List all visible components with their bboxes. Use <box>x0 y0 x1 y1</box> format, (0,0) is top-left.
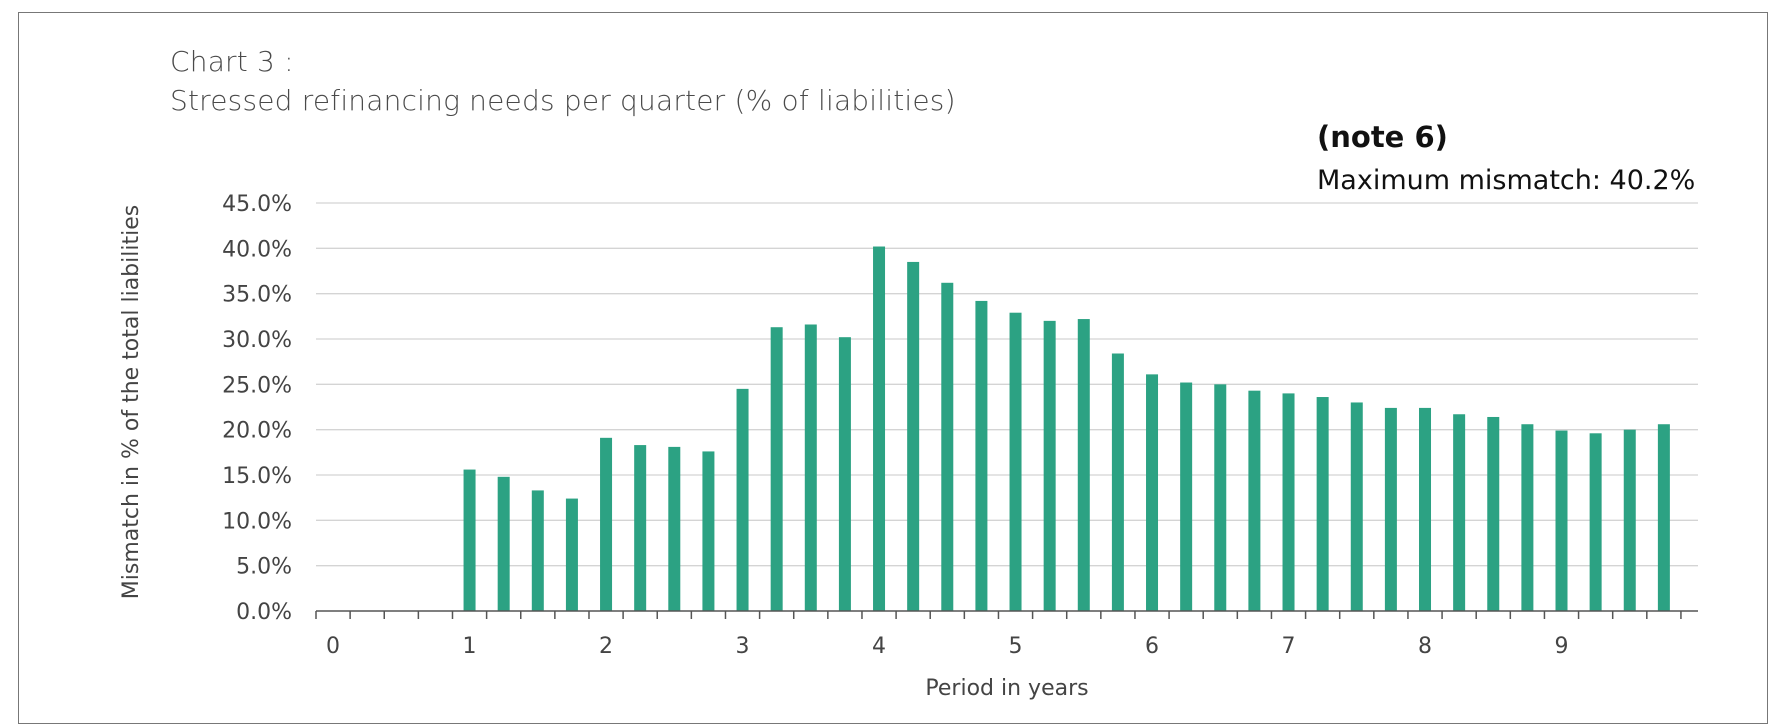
bar <box>1146 374 1159 611</box>
bar <box>1214 384 1227 611</box>
x-tick-label: 6 <box>1145 634 1159 659</box>
bar <box>1043 320 1056 611</box>
x-tick-label: 2 <box>599 634 613 659</box>
y-tick-label: 30.0% <box>222 328 292 353</box>
y-tick-label: 20.0% <box>222 419 292 444</box>
x-tick-label: 4 <box>872 634 886 659</box>
y-tick-label: 40.0% <box>222 237 292 262</box>
x-tick-label: 7 <box>1282 634 1296 659</box>
bar <box>1077 319 1090 611</box>
bar <box>668 446 681 611</box>
bar <box>1453 414 1466 611</box>
x-tick-label: 9 <box>1555 634 1569 659</box>
bar <box>1350 402 1363 611</box>
chart-title-number: Chart 3 : <box>170 45 294 78</box>
x-axis-ticks: 0 1 2 3 4 5 6 7 8 9 <box>326 634 1568 659</box>
bar <box>1555 430 1568 611</box>
x-tick-label: 8 <box>1418 634 1432 659</box>
bar <box>1316 397 1329 611</box>
bar <box>463 469 476 611</box>
bar <box>1384 407 1397 611</box>
bar <box>770 327 783 611</box>
bar <box>531 490 544 611</box>
chart-frame <box>18 12 1768 724</box>
bar <box>1589 433 1602 611</box>
gridlines <box>316 202 1698 567</box>
y-axis-ticks: 0.0% 5.0% 10.0% 15.0% 20.0% 25.0% 30.0% 35.0% 40… <box>222 192 292 625</box>
bar <box>1009 312 1022 611</box>
y-tick-label: 0.0% <box>236 600 292 625</box>
x-tick-label: 3 <box>736 634 750 659</box>
y-tick-label: 15.0% <box>222 464 292 489</box>
bar <box>941 282 954 611</box>
bar <box>873 246 886 611</box>
y-tick-label: 10.0% <box>222 509 292 534</box>
x-axis-label: Period in years <box>925 676 1088 701</box>
bar <box>1521 424 1534 611</box>
bar <box>1180 382 1193 611</box>
bar <box>736 388 749 611</box>
bar <box>565 498 578 611</box>
bar <box>1111 353 1124 611</box>
bar <box>702 451 715 611</box>
y-tick-label: 5.0% <box>236 555 292 580</box>
max-mismatch-annotation: Maximum mismatch: 40.2% <box>1317 165 1696 196</box>
bar <box>907 261 920 611</box>
bar <box>975 300 988 611</box>
bar <box>634 445 647 611</box>
y-tick-label: 35.0% <box>222 283 292 308</box>
note-label: (note 6) <box>1317 120 1448 154</box>
bar <box>497 476 510 611</box>
y-axis-label: Mismatch in % of the total liabilities <box>119 205 144 599</box>
bar <box>804 324 817 611</box>
x-tick-label: 0 <box>326 634 340 659</box>
bar <box>1248 390 1261 611</box>
bar <box>1282 393 1295 611</box>
x-axis <box>315 610 1698 619</box>
bar <box>1419 407 1432 611</box>
chart-title: Stressed refinancing needs per quarter (… <box>170 84 956 117</box>
bar <box>838 337 851 611</box>
x-tick-label: 5 <box>1009 634 1023 659</box>
x-tick-label: 1 <box>463 634 477 659</box>
bar <box>600 437 613 611</box>
bars <box>463 246 1670 611</box>
y-tick-label: 45.0% <box>222 192 292 217</box>
bar <box>1487 416 1500 611</box>
bar <box>1623 429 1636 611</box>
bar <box>1657 424 1670 611</box>
y-tick-label: 25.0% <box>222 373 292 398</box>
